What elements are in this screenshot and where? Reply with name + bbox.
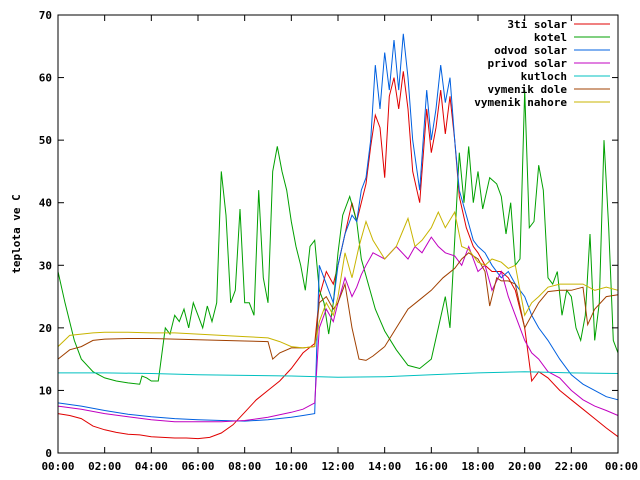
series-line-6	[57, 210, 619, 349]
x-tick-label: 12:00	[321, 460, 354, 473]
legend-label-0: 3ti solar	[507, 18, 567, 31]
y-tick-label: 40	[39, 197, 52, 210]
legend-label-4: kutloch	[521, 70, 567, 83]
x-tick-label: 10:00	[275, 460, 308, 473]
x-tick-label: 14:00	[368, 460, 401, 473]
series-line-0	[57, 71, 619, 440]
x-tick-label: 22:00	[555, 460, 588, 473]
legend-label-1: kotel	[534, 31, 567, 44]
y-tick-label: 0	[45, 447, 52, 460]
y-tick-label: 60	[39, 72, 52, 85]
series-line-1	[57, 90, 619, 385]
x-tick-label: 20:00	[508, 460, 541, 473]
series-line-2	[57, 33, 619, 422]
y-tick-label: 30	[39, 259, 52, 272]
y-tick-label: 10	[39, 384, 52, 397]
x-tick-label: 06:00	[181, 460, 214, 473]
series-line-5	[57, 252, 619, 361]
x-tick-label: 18:00	[461, 460, 494, 473]
x-tick-label: 16:00	[415, 460, 448, 473]
x-tick-label: 04:00	[135, 460, 168, 473]
y-tick-label: 70	[39, 9, 52, 22]
y-tick-label: 20	[39, 322, 52, 335]
axes-layer: 0 10 20 30 40 50 60 70 00:00 02:00 04:00 06:00 08:00…	[39, 9, 638, 473]
x-tick-label: 00:00	[41, 460, 74, 473]
x-tick-label: 00:00	[605, 460, 638, 473]
series-line-4	[58, 371, 619, 378]
y-tick-label: 50	[39, 134, 52, 147]
legend-label-2: odvod solar	[494, 44, 567, 57]
x-tick-label: 08:00	[228, 460, 261, 473]
legend-label-3: privod solar	[488, 57, 568, 70]
series-line-3	[57, 236, 619, 423]
series-layer	[57, 33, 619, 440]
y-axis-label: teplota ve C	[10, 194, 23, 273]
x-tick-label: 02:00	[88, 460, 121, 473]
legend-label-6: vymenik nahore	[474, 96, 567, 109]
legend-label-5: vymenik dole	[488, 83, 568, 96]
